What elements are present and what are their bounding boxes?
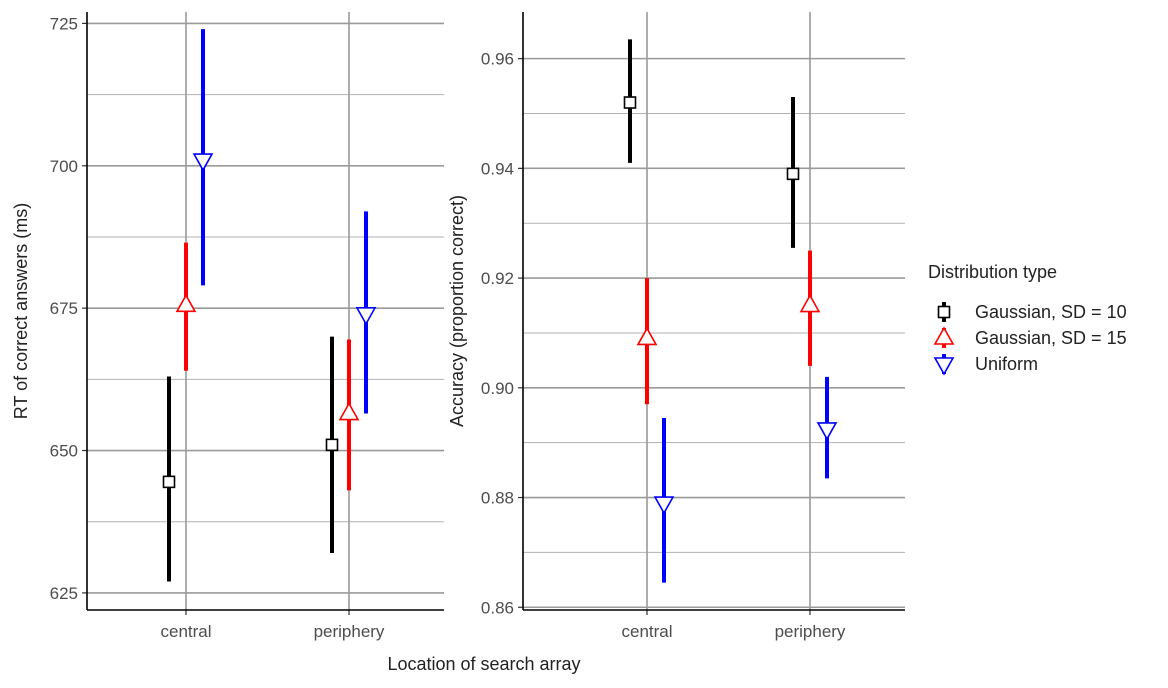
legend-title: Distribution type (928, 262, 1057, 282)
data-point (623, 96, 637, 109)
data-point (162, 475, 176, 489)
legend-label: Gaussian, SD = 15 (975, 328, 1127, 348)
y-axis-title: RT of correct answers (ms) (11, 203, 31, 419)
x-axis-title: Location of search array (387, 654, 580, 674)
y-tick-label: 675 (50, 299, 78, 318)
y-tick-label: 0.90 (481, 379, 514, 398)
legend-key-marker (937, 305, 951, 319)
legend: Distribution type Gaussian, SD = 10 Gauss… (928, 262, 1127, 376)
y-tick-label: 650 (50, 442, 78, 461)
x-tick-label: periphery (314, 622, 385, 641)
data-point (325, 438, 339, 452)
x-tick-label: central (160, 622, 211, 641)
data-point (192, 153, 214, 172)
y-tick-label: 725 (50, 14, 78, 33)
data-point (355, 307, 377, 326)
y-axis-title: Accuracy (proportion correct) (447, 195, 467, 427)
y-tick-label: 625 (50, 584, 78, 603)
legend-label: Gaussian, SD = 10 (975, 302, 1127, 322)
legend-key-marker (933, 326, 955, 345)
y-tick-label: 700 (50, 157, 78, 176)
y-tick-label: 0.96 (481, 50, 514, 69)
x-tick-label: central (621, 622, 672, 641)
y-tick-label: 0.88 (481, 489, 514, 508)
accuracy-panel: 0.86 0.88 0.90 0.92 0.94 0.96 central periphery… (447, 12, 905, 641)
data-point (338, 401, 360, 421)
legend-label: Uniform (975, 354, 1038, 374)
rt-panel: 625 650 675 700 725 central periphery RT of cor… (11, 12, 444, 641)
y-tick-label: 0.86 (481, 598, 514, 617)
data-point (653, 496, 675, 515)
y-tick-label: 0.94 (481, 159, 514, 178)
x-tick-label: periphery (775, 622, 846, 641)
data-point (175, 293, 197, 313)
data-point (786, 167, 800, 181)
legend-key-marker (933, 357, 955, 376)
y-tick-label: 0.92 (481, 269, 514, 288)
data-point (816, 422, 838, 441)
data-point (799, 293, 821, 313)
data-point (636, 326, 658, 346)
